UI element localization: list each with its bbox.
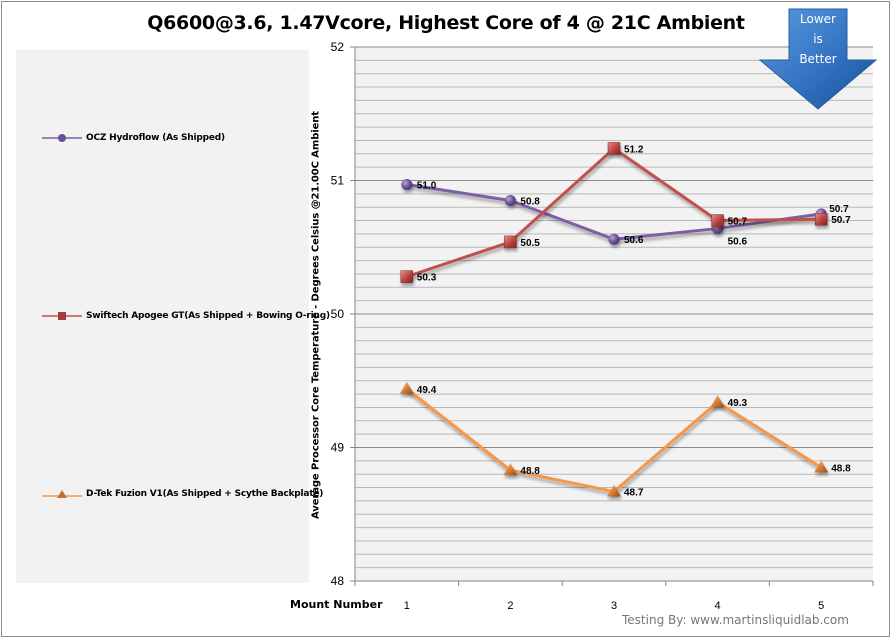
data-point-triangle — [607, 484, 621, 497]
y-tick-label: 51 — [331, 174, 345, 188]
arrow-text-line-2: is — [813, 32, 823, 46]
data-point-square — [607, 142, 621, 155]
data-label: 50.5 — [520, 238, 540, 249]
data-label: 50.8 — [520, 197, 540, 208]
data-point-triangle — [503, 463, 518, 476]
data-point-circle — [608, 233, 620, 245]
legend-label: Swiftech Apogee GT(As Shipped + Bowing O… — [86, 311, 330, 321]
arrow-text-line-3: Better — [799, 52, 837, 66]
data-label: 50.6 — [624, 235, 644, 246]
data-label: 50.3 — [417, 273, 437, 284]
data-point-triangle — [399, 381, 414, 394]
legend-item-dtek: D-Tek Fuzion V1(As Shipped + Scythe Back… — [42, 487, 323, 501]
data-label: 50.7 — [829, 204, 849, 215]
data-point-triangle — [814, 460, 829, 473]
data-point-square — [400, 270, 414, 283]
x-tick-label: 1 — [404, 600, 410, 612]
credit-text: Testing By: www.martinsliquidlab.com — [622, 613, 849, 627]
y-tick-label: 50 — [331, 307, 345, 321]
legend-label: D-Tek Fuzion V1(As Shipped + Scythe Back… — [86, 489, 324, 499]
legend-item-swiftech: Swiftech Apogee GT(As Shipped + Bowing O… — [42, 309, 330, 323]
legend-item-ocz: OCZ Hydroflow (As Shipped) — [42, 131, 225, 145]
data-label: 50.7 — [728, 217, 748, 228]
data-point-circle — [401, 179, 413, 191]
data-label: 49.3 — [728, 398, 748, 409]
data-point-square — [814, 212, 828, 226]
x-axis-title: Mount Number — [290, 598, 383, 611]
legend: OCZ Hydroflow (As Shipped) Swiftech Apog… — [16, 50, 330, 583]
data-label: 50.6 — [728, 237, 748, 248]
arrow-text-line-1: Lower — [800, 12, 836, 26]
legend-swatch-square-icon — [42, 312, 82, 320]
data-point-square — [504, 235, 517, 249]
x-tick-label: 4 — [715, 600, 721, 612]
y-tick-label: 52 — [331, 40, 345, 54]
data-label: 48.8 — [520, 466, 540, 477]
legend-label: OCZ Hydroflow (As Shipped) — [86, 133, 225, 143]
data-point-square — [711, 214, 724, 227]
data-label: 48.8 — [831, 464, 851, 475]
data-point-circle — [504, 195, 516, 207]
legend-swatch-circle-icon — [42, 134, 82, 142]
x-tick-label: 3 — [611, 600, 617, 612]
data-label: 49.4 — [417, 385, 437, 396]
x-tick-label: 2 — [507, 600, 513, 612]
data-label: 48.7 — [624, 488, 644, 499]
data-label: 51.2 — [624, 144, 644, 155]
y-tick-label: 49 — [331, 441, 345, 455]
chart-title: Q6600@3.6, 1.47Vcore, Highest Core of 4 … — [147, 12, 745, 34]
data-label: 51.0 — [417, 181, 437, 192]
lower-is-better-arrow-icon — [758, 8, 878, 110]
y-tick-label: 48 — [331, 574, 345, 588]
legend-swatch-triangle-icon — [42, 490, 82, 498]
x-tick-label: 5 — [818, 600, 824, 612]
data-label: 50.7 — [831, 215, 851, 226]
data-point-triangle — [710, 395, 725, 408]
